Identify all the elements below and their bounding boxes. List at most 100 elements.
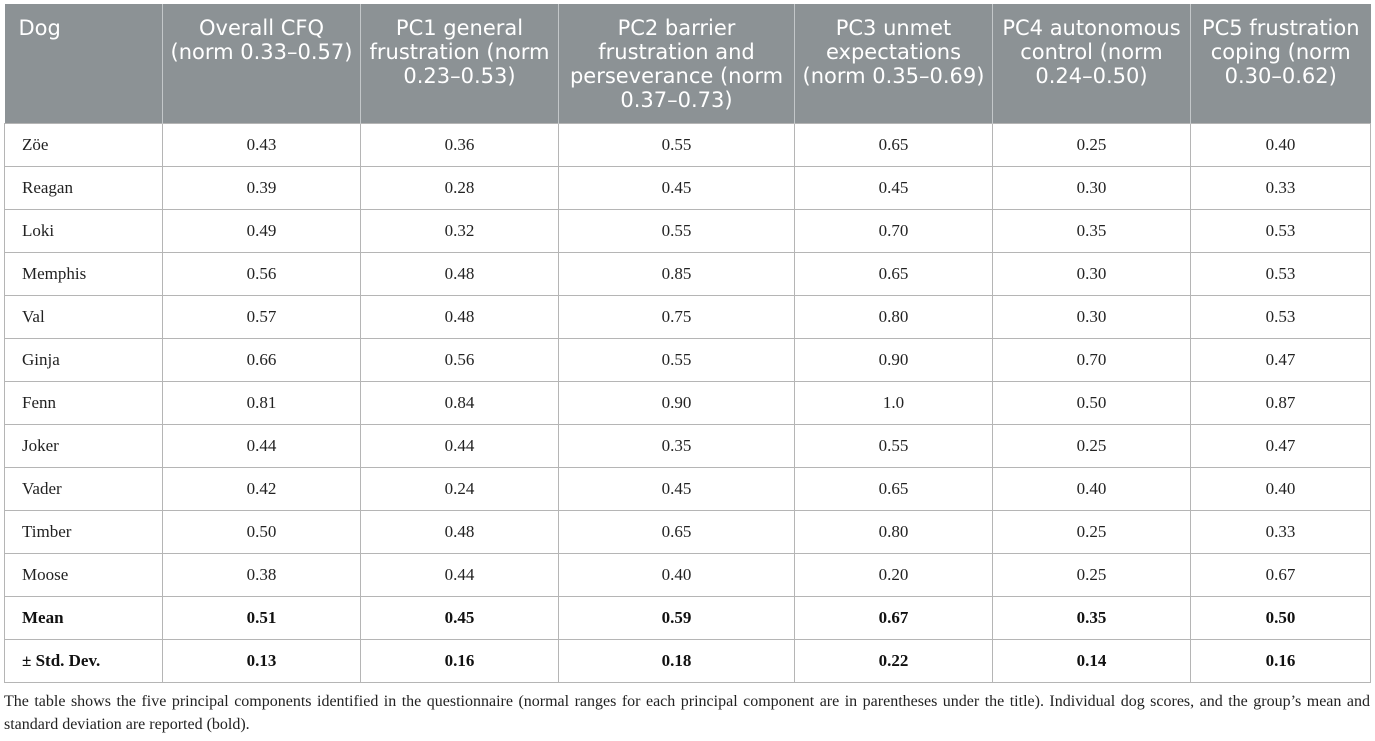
overall-cfq-cell: 0.81 <box>162 380 361 425</box>
std-dev-pc2-cell: 0.18 <box>558 638 795 683</box>
pc3-cell: 0.20 <box>794 552 993 597</box>
dog-cfq-table: Dog Overall CFQ (norm 0.33–0.57) PC1 gen… <box>4 4 1371 683</box>
pc5-cell: 0.40 <box>1190 122 1371 167</box>
overall-cfq-cell: 0.44 <box>162 423 361 468</box>
pc1-cell: 0.28 <box>360 165 559 210</box>
table-header-row: Dog Overall CFQ (norm 0.33–0.57) PC1 gen… <box>4 4 1371 123</box>
pc3-cell: 0.80 <box>794 509 993 554</box>
dog-name-cell: Memphis <box>4 251 163 296</box>
overall-cfq-cell: 0.56 <box>162 251 361 296</box>
header-pc3: PC3 unmet expectations (norm 0.35–0.69) <box>794 4 993 123</box>
pc1-cell: 0.84 <box>360 380 559 425</box>
pc5-cell: 0.67 <box>1190 552 1371 597</box>
header-pc3-text: PC3 unmet expectations (norm 0.35–0.69) <box>802 16 985 88</box>
pc4-cell: 0.30 <box>992 251 1191 296</box>
std-dev-pc3-cell: 0.22 <box>794 638 993 683</box>
pc1-cell: 0.44 <box>360 552 559 597</box>
pc1-cell: 0.36 <box>360 122 559 167</box>
pc5-cell: 0.40 <box>1190 466 1371 511</box>
pc3-cell: 0.65 <box>794 251 993 296</box>
pc1-cell: 0.48 <box>360 294 559 339</box>
header-pc4-text: PC4 autonomous control (norm 0.24–0.50) <box>1002 16 1181 88</box>
overall-cfq-cell: 0.66 <box>162 337 361 382</box>
header-pc5-text: PC5 frustration coping (norm 0.30–0.62) <box>1201 16 1360 88</box>
overall-cfq-cell: 0.50 <box>162 509 361 554</box>
mean-pc4-cell: 0.35 <box>992 595 1191 640</box>
pc2-cell: 0.35 <box>558 423 795 468</box>
mean-label-cell: Mean <box>4 595 163 640</box>
dog-name-cell: Fenn <box>4 380 163 425</box>
table-row: Zöe 0.43 0.36 0.55 0.65 0.25 0.40 <box>4 122 1371 167</box>
pc2-cell: 0.55 <box>558 208 795 253</box>
std-dev-pc1-cell: 0.16 <box>360 638 559 683</box>
pc5-cell: 0.47 <box>1190 423 1371 468</box>
pc2-cell: 0.85 <box>558 251 795 296</box>
header-pc4: PC4 autonomous control (norm 0.24–0.50) <box>992 4 1191 123</box>
pc5-cell: 0.47 <box>1190 337 1371 382</box>
table-row: Ginja 0.66 0.56 0.55 0.90 0.70 0.47 <box>4 337 1371 382</box>
table-row: Vader 0.42 0.24 0.45 0.65 0.40 0.40 <box>4 466 1371 511</box>
mean-pc1-cell: 0.45 <box>360 595 559 640</box>
header-pc2: PC2 barrier frustration and perseverance… <box>558 4 795 123</box>
pc1-cell: 0.48 <box>360 509 559 554</box>
overall-cfq-cell: 0.38 <box>162 552 361 597</box>
pc3-cell: 0.55 <box>794 423 993 468</box>
pc4-cell: 0.25 <box>992 423 1191 468</box>
pc4-cell: 0.50 <box>992 380 1191 425</box>
pc3-cell: 0.70 <box>794 208 993 253</box>
table-body: Zöe 0.43 0.36 0.55 0.65 0.25 0.40 Reagan… <box>4 122 1371 683</box>
pc2-cell: 0.40 <box>558 552 795 597</box>
dog-name-cell: Timber <box>4 509 163 554</box>
table-row: Moose 0.38 0.44 0.40 0.20 0.25 0.67 <box>4 552 1371 597</box>
pc2-cell: 0.55 <box>558 337 795 382</box>
pc4-cell: 0.25 <box>992 552 1191 597</box>
pc2-cell: 0.90 <box>558 380 795 425</box>
pc1-cell: 0.24 <box>360 466 559 511</box>
table-caption: The table shows the five principal compo… <box>4 693 1370 733</box>
mean-pc5-cell: 0.50 <box>1190 595 1371 640</box>
pc4-cell: 0.25 <box>992 509 1191 554</box>
header-pc2-text: PC2 barrier frustration and perseverance… <box>569 16 784 112</box>
table-row: Timber 0.50 0.48 0.65 0.80 0.25 0.33 <box>4 509 1371 554</box>
pc4-cell: 0.35 <box>992 208 1191 253</box>
pc5-cell: 0.53 <box>1190 294 1371 339</box>
pc2-cell: 0.65 <box>558 509 795 554</box>
header-overall-cfq-text: Overall CFQ (norm 0.33–0.57) <box>170 16 353 64</box>
table-row: Reagan 0.39 0.28 0.45 0.45 0.30 0.33 <box>4 165 1371 210</box>
pc5-cell: 0.53 <box>1190 208 1371 253</box>
pc5-cell: 0.87 <box>1190 380 1371 425</box>
table-row: Val 0.57 0.48 0.75 0.80 0.30 0.53 <box>4 294 1371 339</box>
header-pc5: PC5 frustration coping (norm 0.30–0.62) <box>1190 4 1371 123</box>
dog-name-cell: Val <box>4 294 163 339</box>
mean-row: Mean 0.51 0.45 0.59 0.67 0.35 0.50 <box>4 595 1371 640</box>
std-dev-row: ± Std. Dev. 0.13 0.16 0.18 0.22 0.14 0.1… <box>4 638 1371 683</box>
pc2-cell: 0.45 <box>558 466 795 511</box>
mean-pc2-cell: 0.59 <box>558 595 795 640</box>
std-dev-overall-cfq-cell: 0.13 <box>162 638 361 683</box>
pc4-cell: 0.30 <box>992 294 1191 339</box>
std-dev-label-cell: ± Std. Dev. <box>4 638 163 683</box>
overall-cfq-cell: 0.57 <box>162 294 361 339</box>
pc5-cell: 0.53 <box>1190 251 1371 296</box>
overall-cfq-cell: 0.49 <box>162 208 361 253</box>
dog-name-cell: Loki <box>4 208 163 253</box>
header-dog: Dog <box>4 4 163 123</box>
pc3-cell: 1.0 <box>794 380 993 425</box>
dog-name-cell: Reagan <box>4 165 163 210</box>
std-dev-pc4-cell: 0.14 <box>992 638 1191 683</box>
overall-cfq-cell: 0.43 <box>162 122 361 167</box>
overall-cfq-cell: 0.39 <box>162 165 361 210</box>
pc2-cell: 0.45 <box>558 165 795 210</box>
table-row: Loki 0.49 0.32 0.55 0.70 0.35 0.53 <box>4 208 1371 253</box>
table-row: Fenn 0.81 0.84 0.90 1.0 0.50 0.87 <box>4 380 1371 425</box>
pc4-cell: 0.30 <box>992 165 1191 210</box>
dog-name-cell: Zöe <box>4 122 163 167</box>
pc3-cell: 0.80 <box>794 294 993 339</box>
pc5-cell: 0.33 <box>1190 509 1371 554</box>
header-pc1: PC1 general frustration (norm 0.23–0.53) <box>360 4 559 123</box>
header-pc1-text: PC1 general frustration (norm 0.23–0.53) <box>369 16 550 88</box>
header-overall-cfq: Overall CFQ (norm 0.33–0.57) <box>162 4 361 123</box>
pc1-cell: 0.44 <box>360 423 559 468</box>
std-dev-pc5-cell: 0.16 <box>1190 638 1371 683</box>
mean-overall-cfq-cell: 0.51 <box>162 595 361 640</box>
